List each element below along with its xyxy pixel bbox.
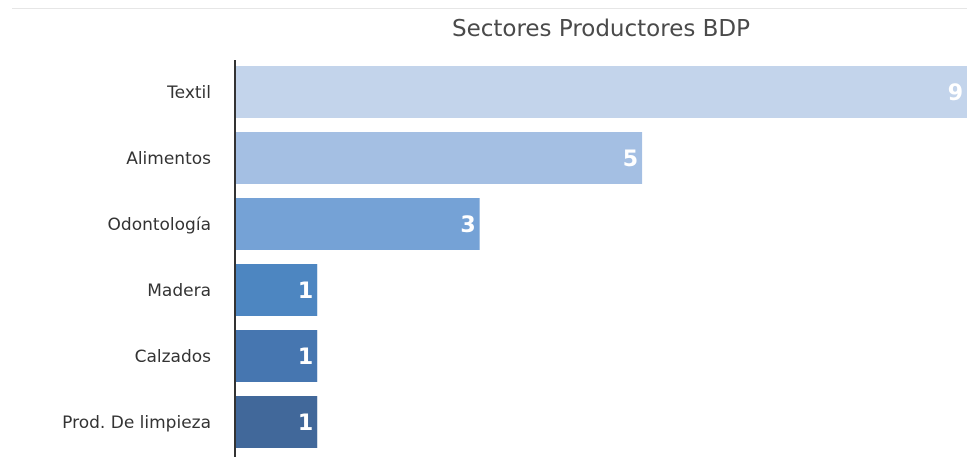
bar-odontolog-a <box>236 198 480 250</box>
value-label: 9 <box>948 81 963 106</box>
category-label: Textil <box>166 83 211 103</box>
bar-prod-de-limpieza <box>236 396 318 448</box>
bar-madera <box>236 264 318 316</box>
category-label: Calzados <box>135 347 212 367</box>
category-label: Madera <box>147 281 211 301</box>
value-label: 3 <box>460 213 475 238</box>
bars-layer <box>236 66 967 448</box>
value-label: 5 <box>623 147 638 172</box>
value-labels-layer: 9 5 3 1 1 1 <box>298 81 963 436</box>
bar-textil <box>236 66 967 118</box>
category-label: Odontología <box>108 215 211 235</box>
value-label: 1 <box>298 411 313 436</box>
category-label: Prod. De limpieza <box>62 413 211 433</box>
chart-title: Sectores Productores BDP <box>452 16 750 42</box>
value-label: 1 <box>298 345 313 370</box>
category-label: Alimentos <box>126 149 211 169</box>
top-border-line <box>12 8 967 9</box>
bar-calzados <box>236 330 318 382</box>
category-labels-layer: Textil Alimentos Odontología Madera Calzados… <box>62 83 211 433</box>
value-label: 1 <box>298 279 313 304</box>
bar-alimentos <box>236 132 643 184</box>
